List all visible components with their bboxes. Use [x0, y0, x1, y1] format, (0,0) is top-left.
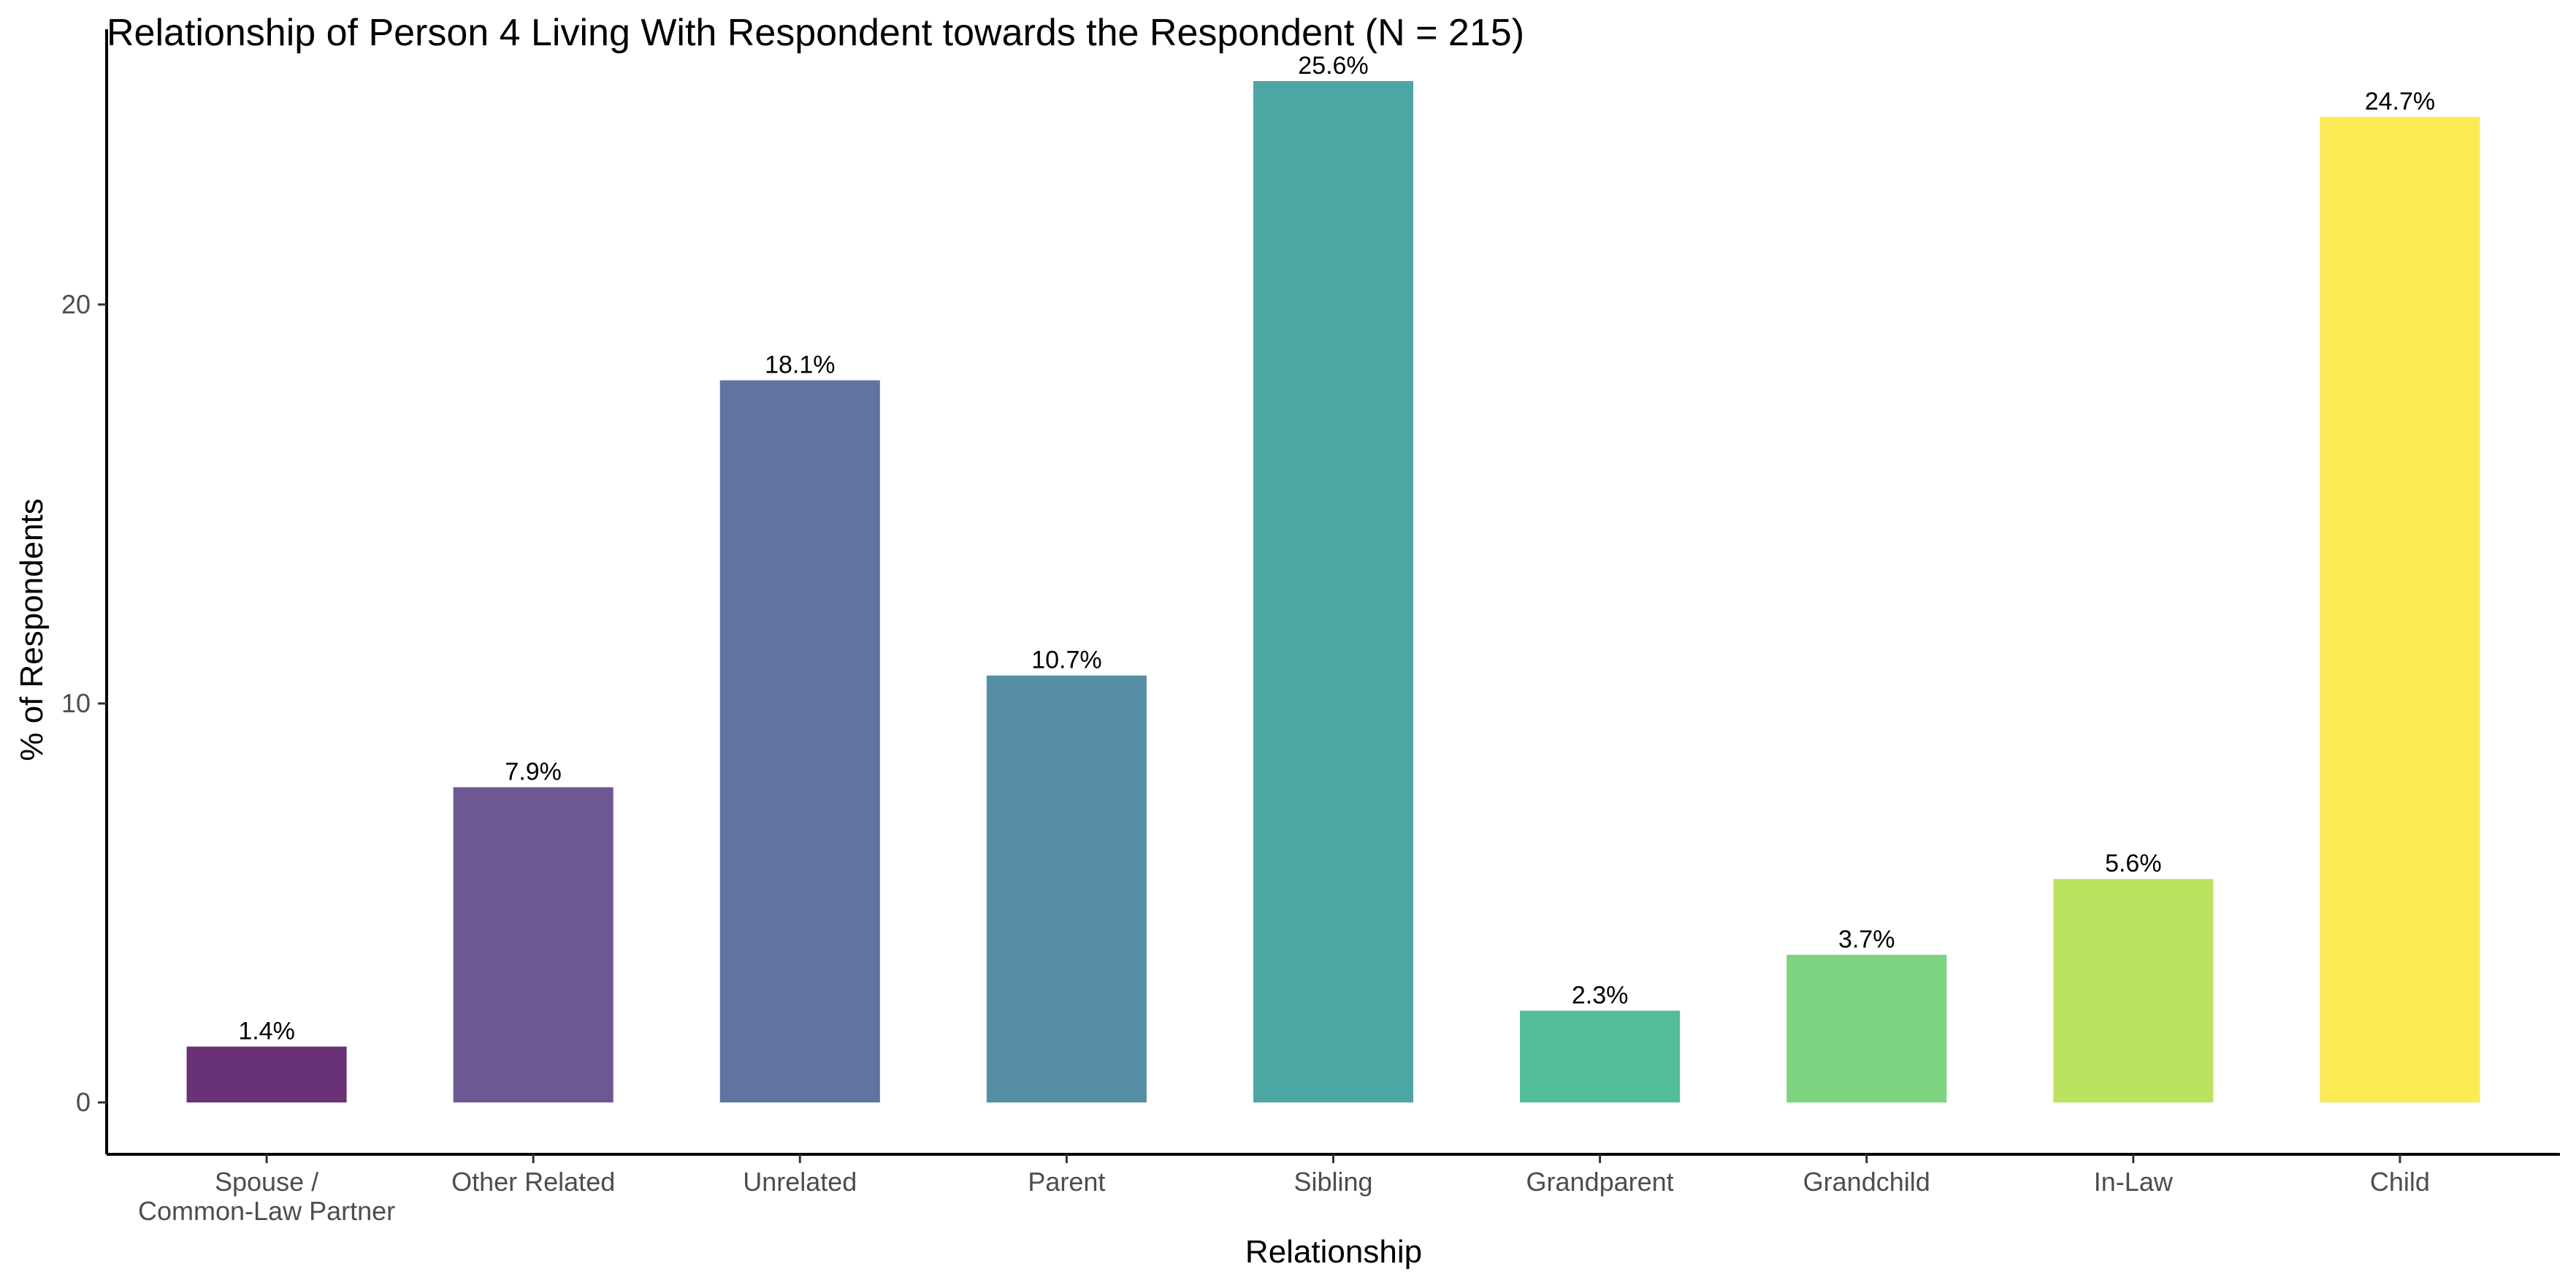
bar-value-label: 3.7% [1838, 926, 1895, 953]
x-tick-label: Unrelated [743, 1167, 857, 1197]
data-labels-group: 1.4% 7.9% 18.1% 10.7% 25.6% 2.3% 3.7% 5.6% 24.7% [238, 52, 2435, 1045]
x-tick-label: Child [2370, 1167, 2430, 1197]
bar [2320, 117, 2480, 1103]
chart-title: Relationship of Person 4 Living With Res… [107, 12, 1524, 54]
bar-value-label: 25.6% [1298, 52, 1368, 80]
bar-value-label: 10.7% [1031, 647, 1101, 674]
bar-value-label: 24.7% [2365, 88, 2435, 115]
bar [719, 380, 880, 1103]
bar [453, 787, 614, 1103]
x-tick-label: Grandchild [1803, 1167, 1930, 1197]
bar [986, 675, 1147, 1103]
bar-value-label: 2.3% [1572, 981, 1629, 1009]
y-tick-label: 10 [61, 688, 91, 718]
bar-value-label: 18.1% [765, 351, 835, 379]
x-tick-label: Common-Law Partner [138, 1196, 395, 1226]
bar [1786, 954, 1947, 1103]
x-tick-label: Grandparent [1526, 1167, 1674, 1197]
bar [186, 1046, 347, 1103]
bar [1253, 80, 1414, 1103]
bar-value-label: 1.4% [238, 1018, 295, 1045]
x-tick-label: Spouse / [215, 1167, 318, 1197]
y-axis: 0 10 20 [61, 29, 108, 1154]
y-tick-label: 20 [61, 289, 91, 319]
bars-group [186, 80, 2480, 1103]
x-axis: Spouse /Common-Law Partner Other Related U… [107, 1153, 2560, 1226]
x-tick-label: In-Law [2094, 1167, 2174, 1197]
x-tick-label: Other Related [451, 1167, 615, 1197]
bar [2053, 879, 2214, 1103]
bar [1520, 1010, 1681, 1103]
y-tick-label: 0 [76, 1087, 91, 1117]
x-tick-label: Parent [1028, 1167, 1105, 1197]
y-axis-title: % of Respondents [14, 498, 50, 761]
bar-value-label: 5.6% [2105, 850, 2162, 877]
x-tick-label: Sibling [1293, 1167, 1372, 1197]
x-axis-title: Relationship [1245, 1234, 1422, 1270]
bar-value-label: 7.9% [505, 758, 562, 786]
